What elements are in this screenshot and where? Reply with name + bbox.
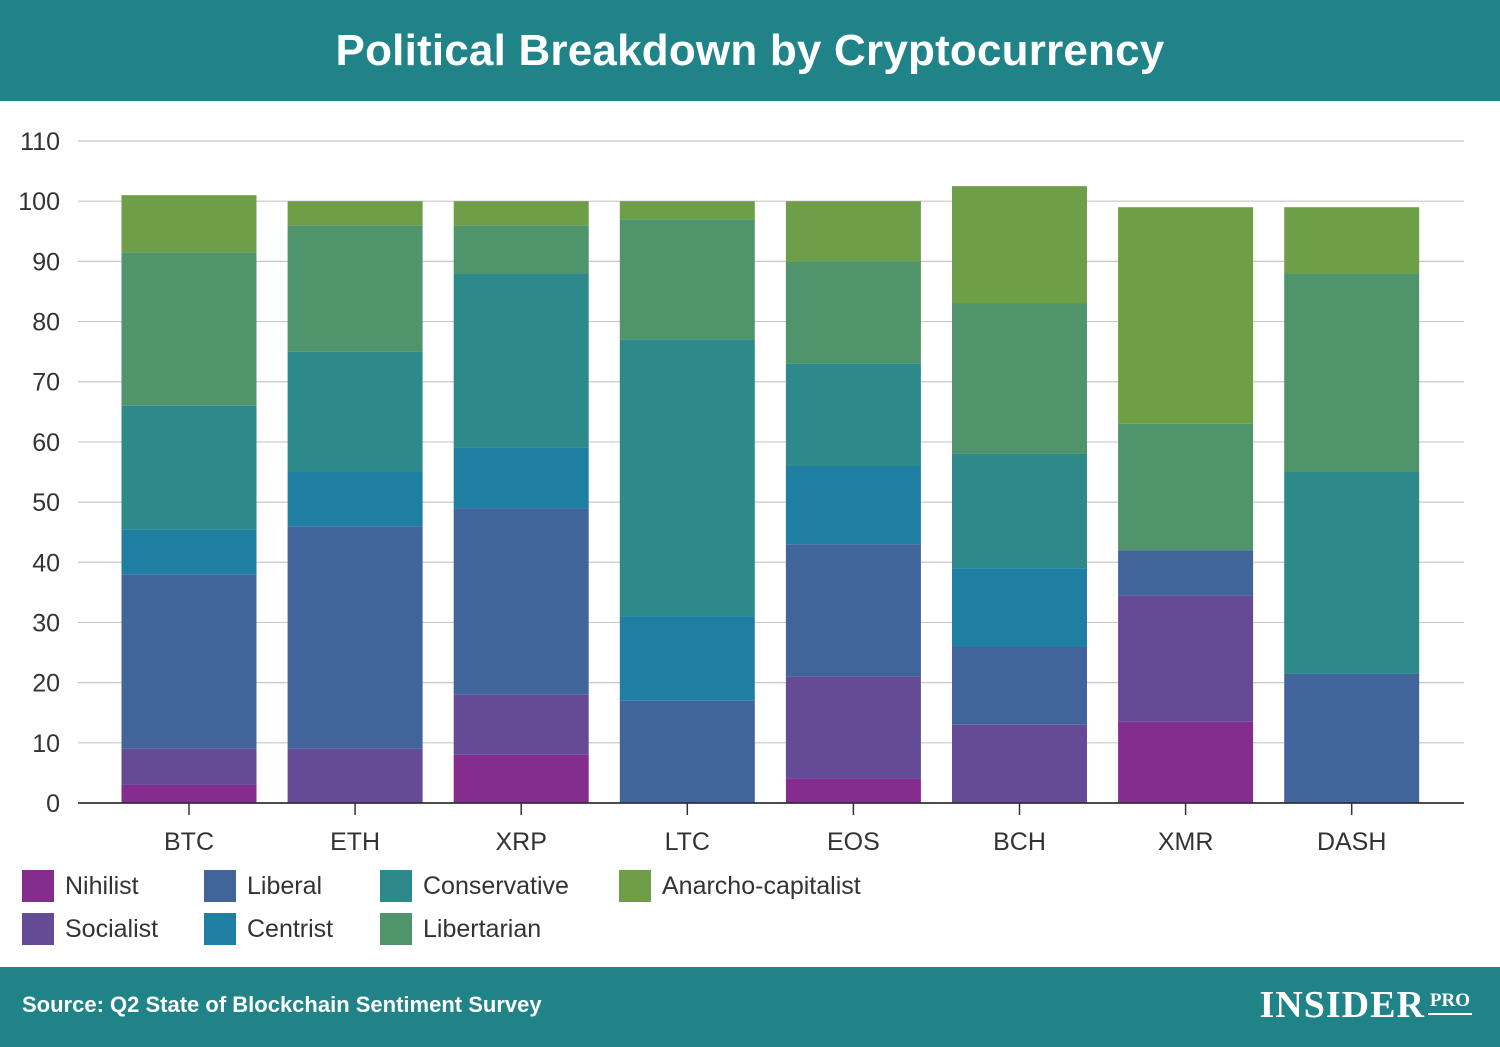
bar-segment-eth-conservative	[287, 351, 423, 473]
y-tick-label: 60	[32, 429, 60, 457]
bar-segment-bch-anarcho-capitalist	[952, 186, 1087, 304]
bar-segment-btc-libertarian	[121, 252, 257, 406]
brand-suffix: PRO	[1427, 990, 1472, 1015]
bar-segment-xrp-anarcho-capitalist	[453, 201, 589, 226]
legend-item-nihilist: Nihilist	[22, 870, 139, 902]
y-tick-label: 80	[32, 309, 60, 337]
x-tick-label: DASH	[1317, 828, 1386, 856]
bar-segment-ltc-libertarian	[619, 219, 755, 340]
bar-segment-bch-libertarian	[952, 303, 1087, 454]
bar-segment-dash-anarcho-capitalist	[1284, 207, 1420, 274]
bar-segment-eos-socialist	[785, 676, 921, 779]
brand-logo: INSIDER PRO	[1259, 984, 1472, 1026]
bar-segment-xmr-libertarian	[1118, 423, 1254, 551]
bar-segment-xrp-libertarian	[453, 225, 589, 274]
bar-segment-xmr-nihilist	[1118, 721, 1254, 803]
x-tick-label: LTC	[665, 828, 710, 856]
legend-label: Nihilist	[65, 871, 139, 900]
y-tick-label: 20	[32, 670, 60, 698]
bar-segment-btc-anarcho-capitalist	[121, 195, 257, 253]
bar-segment-btc-liberal	[121, 574, 257, 749]
legend-swatch	[380, 913, 412, 945]
legend-item-libertarian: Libertarian	[380, 913, 541, 945]
legend-label: Libertarian	[423, 914, 542, 943]
y-tick-label: 0	[46, 790, 60, 818]
y-tick-label: 70	[32, 369, 60, 397]
bar-segment-btc-socialist	[121, 748, 257, 785]
legend-item-conservative: Conservative	[380, 870, 569, 902]
bar-segment-eos-centrist	[785, 465, 921, 545]
y-tick-label: 40	[32, 549, 60, 577]
x-tick-label: XRP	[495, 828, 546, 856]
legend-label: Liberal	[247, 871, 323, 900]
bar-segment-xrp-conservative	[453, 273, 589, 448]
y-tick-label: 110	[20, 128, 60, 156]
legend-label: Anarcho-capitalist	[662, 871, 861, 900]
legend-label: Centrist	[247, 914, 334, 943]
bar-segment-eth-libertarian	[287, 225, 423, 352]
legend-label: Conservative	[423, 871, 569, 900]
source-note: Source: Q2 State of Blockchain Sentiment…	[22, 992, 542, 1017]
bar-segment-btc-conservative	[121, 405, 257, 530]
bar-segment-bch-centrist	[952, 568, 1087, 647]
legend-item-centrist: Centrist	[204, 913, 333, 945]
bar-segment-eos-nihilist	[785, 778, 921, 803]
bar-segment-btc-nihilist	[121, 784, 257, 803]
chart-title: Political Breakdown by Cryptocurrency	[335, 25, 1165, 75]
bar-segment-dash-libertarian	[1284, 273, 1420, 473]
bar-segment-ltc-anarcho-capitalist	[619, 201, 755, 220]
y-tick-label: 50	[32, 489, 60, 517]
bar-segment-xmr-liberal	[1118, 550, 1254, 596]
bar-segment-bch-conservative	[952, 453, 1087, 569]
bar-segment-eth-liberal	[287, 526, 423, 749]
y-tick-label: 90	[32, 248, 60, 276]
bar-segment-eth-socialist	[287, 748, 423, 803]
y-tick-label: 30	[32, 609, 60, 637]
x-tick-label: XMR	[1158, 828, 1214, 856]
legend-swatch	[204, 870, 236, 902]
header-bar: Political Breakdown by Cryptocurrency	[0, 0, 1500, 101]
bar-segment-xrp-centrist	[453, 447, 589, 509]
bar-segment-btc-centrist	[121, 529, 257, 575]
y-tick-label: 10	[32, 730, 60, 758]
bar-segment-ltc-conservative	[619, 339, 755, 617]
bar-segment-xrp-socialist	[453, 694, 589, 755]
legend-item-socialist: Socialist	[22, 913, 158, 945]
bar-segment-ltc-liberal	[619, 700, 755, 803]
legend-swatch	[380, 870, 412, 902]
bar-segment-eos-conservative	[785, 363, 921, 466]
legend-swatch	[619, 870, 651, 902]
legend: Nihilist Liberal Conservative Anarcho-capit…	[0, 860, 1500, 960]
legend-item-liberal: Liberal	[204, 870, 322, 902]
bar-segment-eth-centrist	[287, 472, 423, 527]
bar-segment-eos-liberal	[785, 544, 921, 677]
legend-swatch	[22, 870, 54, 902]
legend-swatch	[204, 913, 236, 945]
legend-swatch	[22, 913, 54, 945]
y-tick-label: 100	[18, 188, 60, 216]
bar-segment-ltc-centrist	[619, 616, 755, 701]
bar-segment-dash-conservative	[1284, 472, 1420, 674]
legend-item-anarcho-capitalist: Anarcho-capitalist	[619, 870, 861, 902]
x-tick-label: EOS	[827, 828, 880, 856]
bar-segment-eos-anarcho-capitalist	[785, 201, 921, 262]
x-tick-label: BCH	[993, 828, 1046, 856]
bar-segment-xmr-socialist	[1118, 595, 1254, 722]
bar-segment-bch-socialist	[952, 724, 1087, 803]
bar-segment-eos-libertarian	[785, 261, 921, 364]
bar-segment-xrp-liberal	[453, 508, 589, 695]
bar-segment-xrp-nihilist	[453, 754, 589, 803]
stacked-bar-chart: 0 10 20 30 40 50 60 70 80 90 100 110 BTC ETH XRP LTC EOS…	[18, 128, 1464, 856]
x-tick-label: BTC	[164, 828, 214, 856]
legend-label: Socialist	[65, 914, 159, 943]
bar-segment-dash-liberal	[1284, 673, 1420, 803]
footer-bar: Source: Q2 State of Blockchain Sentiment…	[0, 967, 1500, 1047]
bar-segment-bch-liberal	[952, 646, 1087, 725]
bar-segment-xmr-anarcho-capitalist	[1118, 207, 1254, 424]
brand-name: INSIDER	[1259, 984, 1425, 1026]
bar-segment-eth-anarcho-capitalist	[287, 201, 423, 226]
x-tick-label: ETH	[330, 828, 380, 856]
